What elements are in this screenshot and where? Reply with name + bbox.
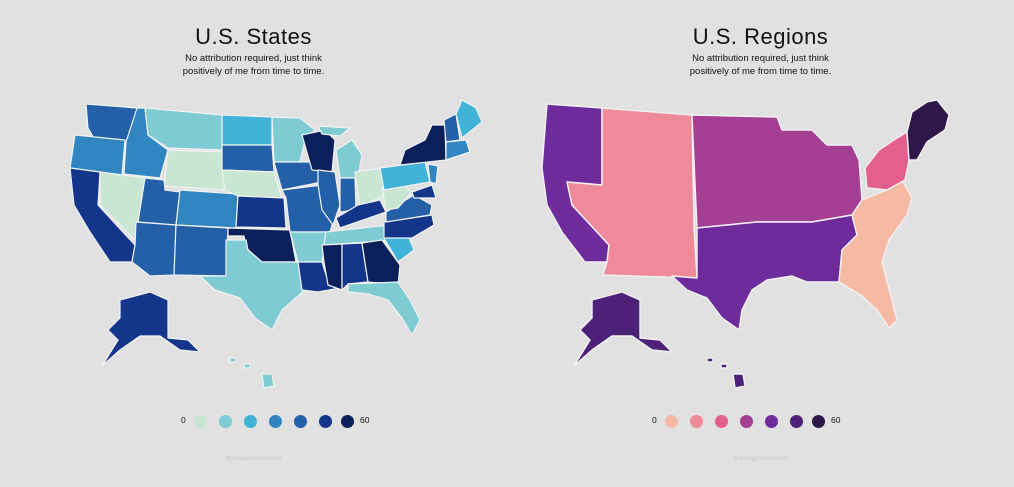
region-new-england [906, 99, 950, 161]
states-legend-swatch-3 [244, 415, 257, 428]
regions-legend-swatch-6 [790, 415, 803, 428]
state-indiana [339, 177, 357, 213]
regions-subtitle-line2: positively of me from time to time. [689, 66, 832, 77]
state-arizona [131, 221, 177, 277]
state-new-mexico [173, 224, 229, 277]
state-georgia [361, 239, 401, 286]
regions-legend-swatch-5 [765, 415, 778, 428]
state-alaska [101, 291, 201, 367]
region-hawaii [706, 357, 746, 389]
states-legend: 0 60 [178, 414, 378, 430]
state-wyoming [163, 149, 226, 191]
states-legend-swatch-4 [269, 415, 282, 428]
regions-map [541, 99, 950, 389]
region-mid-atlantic [864, 131, 910, 191]
state-pennsylvania [379, 161, 431, 191]
states-subtitle-line1: No attribution required, just think [185, 53, 322, 64]
state-maryland-delaware [411, 184, 437, 199]
state-montana [144, 107, 223, 151]
states-credit: @alebigcreative.com [225, 456, 282, 462]
state-new-jersey [427, 163, 439, 185]
regions-subtitle: No attribution required, just think posi… [507, 52, 1014, 78]
state-maine [455, 99, 483, 139]
states-panel: U.S. States No attribution required, jus… [0, 24, 507, 462]
region-midwest [691, 114, 863, 229]
regions-panel: U.S. Regions No attribution required, ju… [507, 0, 1014, 487]
state-kansas [235, 195, 287, 229]
regions-legend-min: 0 [652, 415, 657, 425]
state-new-york [399, 124, 447, 166]
state-illinois [317, 169, 341, 226]
state-north-dakota [221, 114, 273, 146]
regions-legend-swatch-1 [665, 415, 678, 428]
states-subtitle: No attribution required, just think posi… [0, 52, 507, 78]
state-colorado [175, 189, 239, 229]
states-legend-swatch-6 [319, 415, 332, 428]
state-kentucky [335, 199, 387, 229]
state-south-dakota [221, 144, 275, 173]
states-title: U.S. States [195, 24, 312, 49]
state-hawaii [229, 357, 275, 389]
states-legend-swatch-1 [194, 415, 207, 428]
state-mississippi [321, 243, 343, 291]
state-texas [199, 239, 306, 331]
regions-credit: @alebigcreative.com [732, 456, 789, 462]
states-legend-swatch-2 [219, 415, 232, 428]
state-florida [347, 281, 421, 336]
states-legend-max: 60 [360, 415, 370, 425]
regions-legend: 0 60 [649, 414, 849, 430]
states-legend-swatch-7 [341, 415, 354, 428]
regions-legend-swatch-4 [740, 415, 753, 428]
regions-title: U.S. Regions [692, 24, 829, 49]
states-legend-min: 0 [181, 415, 186, 425]
states-map [69, 99, 483, 389]
regions-legend-swatch-7 [812, 415, 825, 428]
regions-legend-swatch-3 [715, 415, 728, 428]
states-legend-swatch-5 [294, 415, 307, 428]
region-alaska [573, 291, 673, 367]
regions-legend-swatch-2 [690, 415, 703, 428]
region-south [671, 214, 858, 331]
state-virginia [385, 194, 433, 223]
states-subtitle-line2: positively of me from time to time. [182, 66, 325, 77]
state-massachusetts-ct-ri [445, 139, 471, 161]
regions-subtitle-line1: No attribution required, just think [692, 53, 829, 64]
regions-legend-max: 60 [831, 415, 841, 425]
state-michigan [317, 125, 363, 179]
region-mountain-southwest [566, 107, 698, 279]
